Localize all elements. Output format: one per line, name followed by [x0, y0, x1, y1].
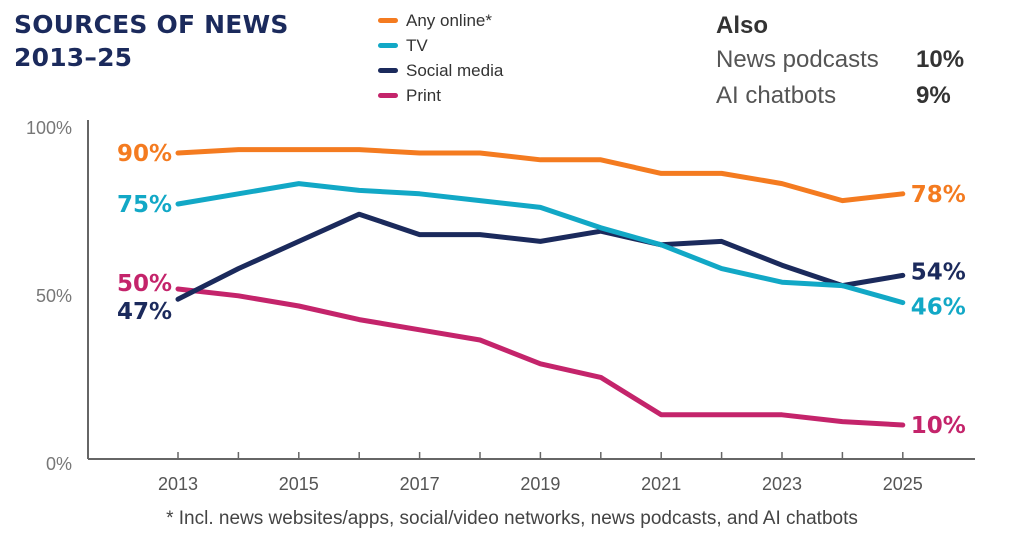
also-heading: Also [716, 12, 769, 39]
end-label-tv: 46% [911, 295, 966, 321]
legend-swatch [378, 18, 398, 23]
end-label-print: 10% [911, 413, 966, 439]
also-item-ai-chatbots: AI chatbots 9% [716, 78, 964, 114]
legend-item-print: Print [378, 83, 503, 108]
also-item-news-podcasts: News podcasts 10% [716, 42, 964, 78]
end-label-any-online: 78% [911, 182, 966, 208]
x-tick-label: 2023 [762, 474, 802, 494]
start-label-tv: 75% [117, 192, 172, 218]
legend: Any online* TV Social media Print [378, 8, 503, 108]
legend-item-social-media: Social media [378, 58, 503, 83]
start-label-print: 50% [117, 271, 172, 297]
legend-label: Any online* [406, 10, 493, 30]
also-panel: Also News podcasts 10% AI chatbots 9% [716, 12, 964, 114]
legend-item-any-online: Any online* [378, 8, 503, 33]
series-line-social-media [175, 211, 906, 302]
legend-swatch [378, 68, 398, 73]
start-label-social-media: 47% [117, 299, 172, 325]
x-tick-label: 2021 [641, 474, 681, 494]
footnote: * Incl. news websites/apps, social/video… [166, 508, 858, 529]
series-line-any-online [175, 147, 906, 204]
x-tick-label: 2013 [158, 474, 198, 494]
x-tick-label: 2017 [400, 474, 440, 494]
y-tick-label: 0% [46, 454, 72, 474]
chart-title-line2: 2013–25 [14, 43, 133, 72]
series-line-print [175, 286, 906, 428]
x-tick-label: 2025 [883, 474, 923, 494]
chart-title: SOURCES OF NEWS 2013–25 [14, 8, 289, 74]
series-line-tv [175, 181, 906, 306]
legend-label: Print [406, 85, 441, 105]
also-item-value: 9% [916, 82, 951, 109]
chart-title-line1: SOURCES OF NEWS [14, 10, 289, 39]
legend-swatch [378, 93, 398, 98]
y-tick-label: 100% [26, 118, 72, 138]
x-tick-label: 2019 [520, 474, 560, 494]
legend-item-tv: TV [378, 33, 503, 58]
start-label-any-online: 90% [117, 141, 172, 167]
x-tick-label: 2015 [279, 474, 319, 494]
also-item-label: News podcasts [716, 46, 879, 73]
also-item-value: 10% [916, 46, 965, 73]
y-tick-label: 50% [36, 286, 72, 306]
legend-label: Social media [406, 60, 504, 80]
legend-label: TV [406, 35, 428, 55]
legend-swatch [378, 43, 398, 48]
end-label-social-media: 54% [911, 259, 966, 285]
also-item-label: AI chatbots [716, 82, 837, 109]
